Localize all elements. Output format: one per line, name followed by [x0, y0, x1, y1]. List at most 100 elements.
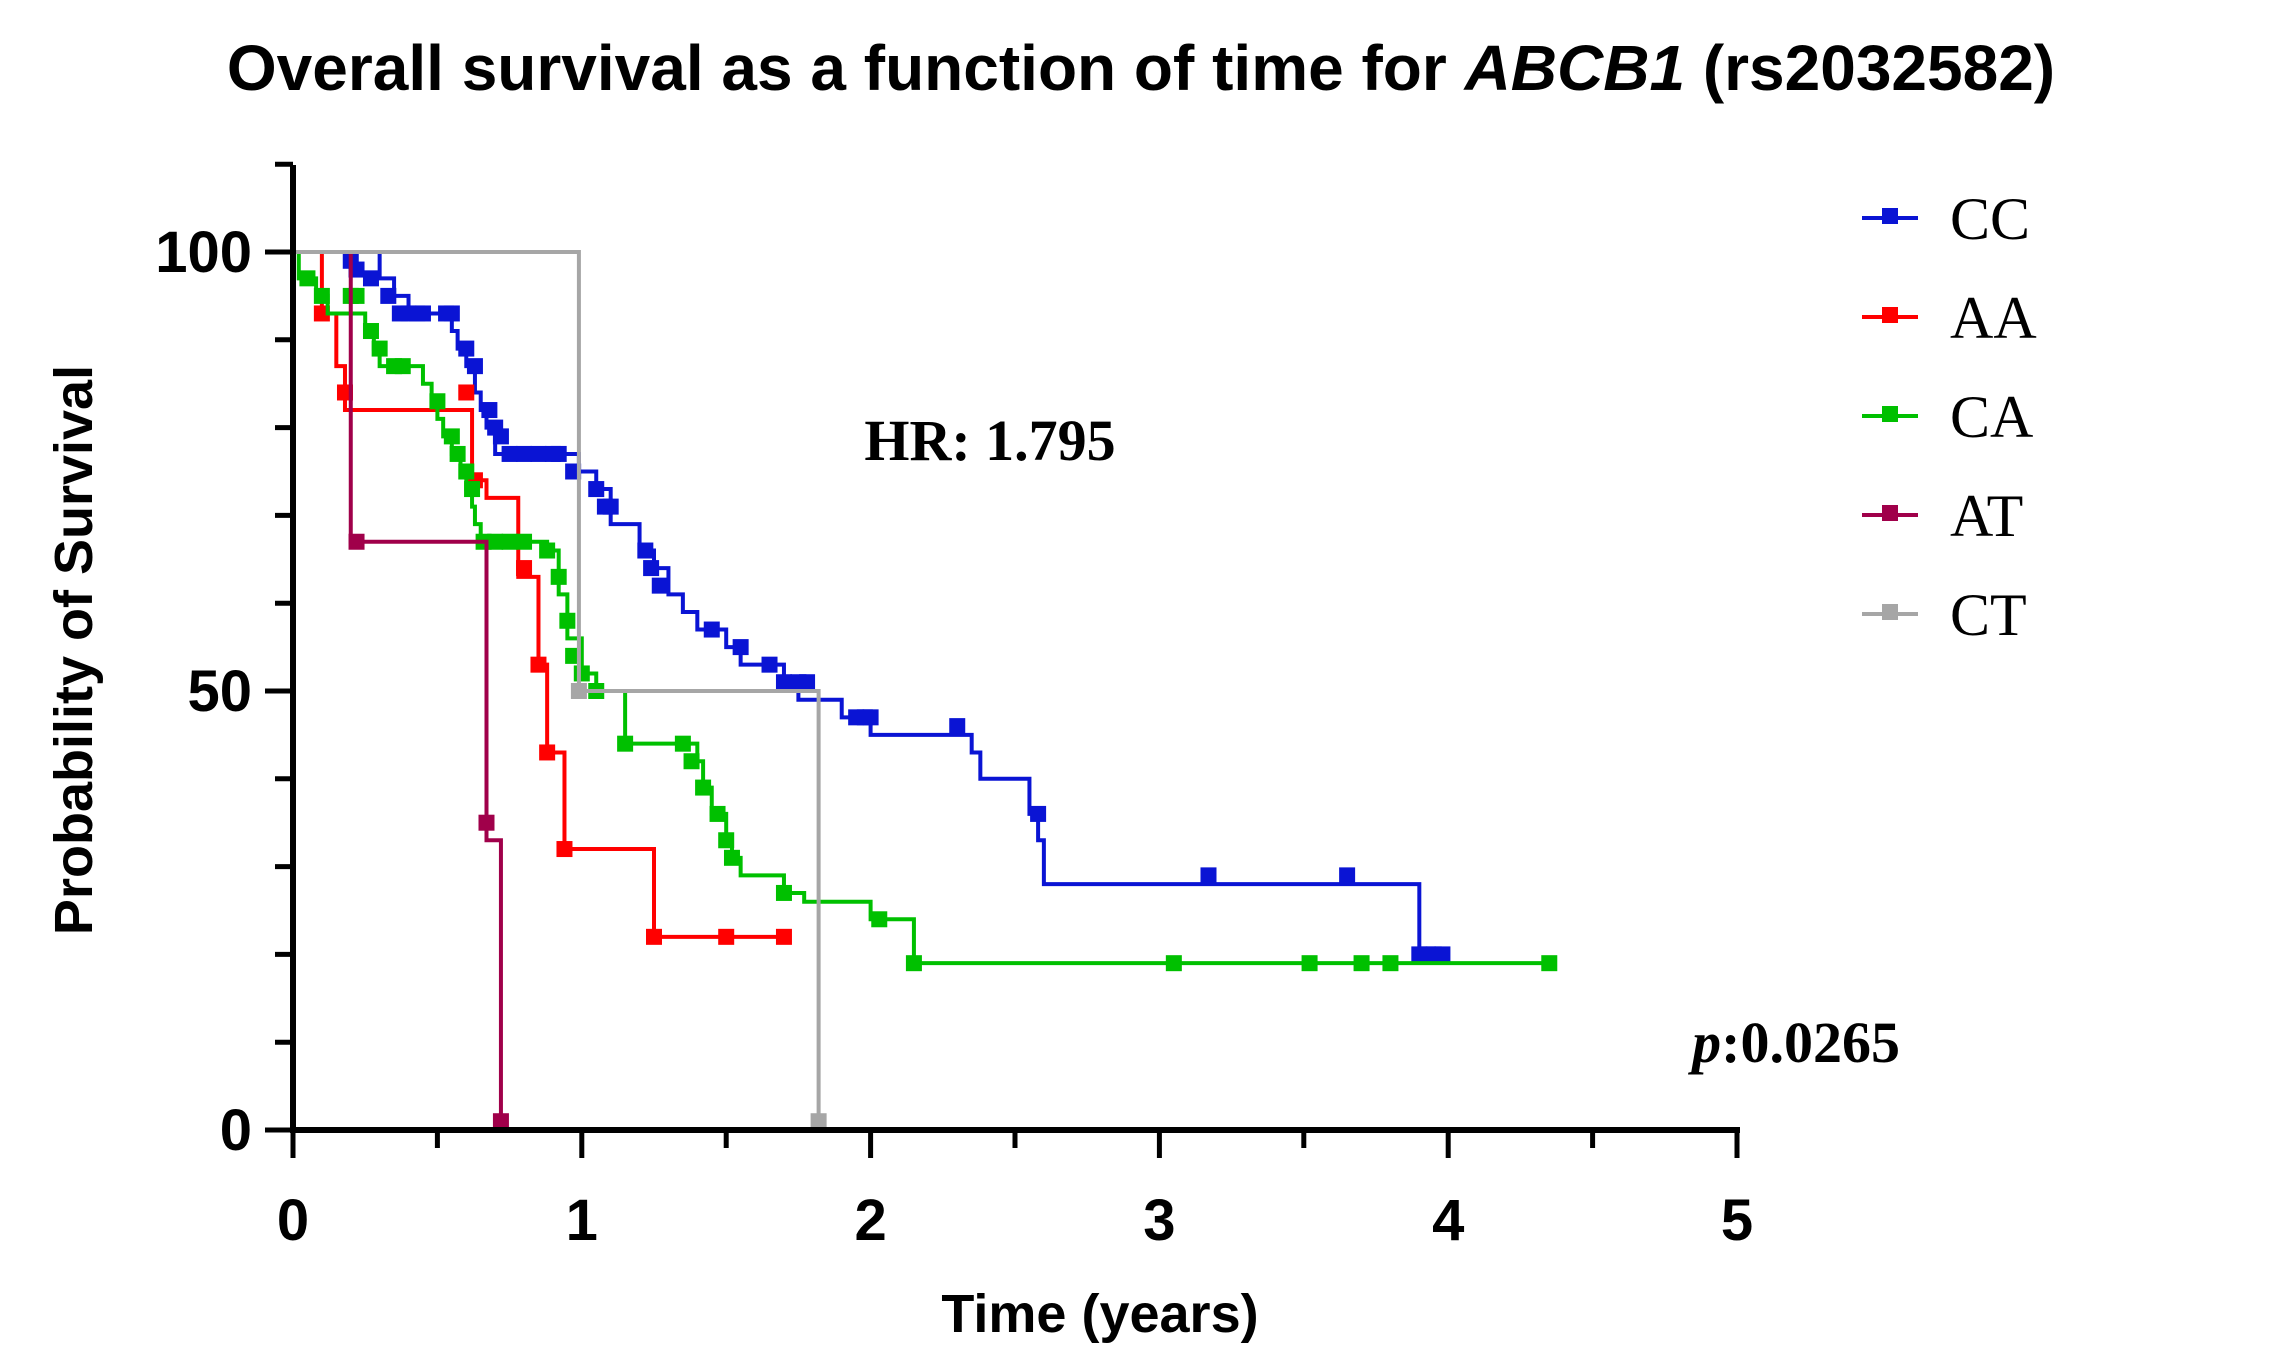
censor-mark-ca: [1541, 955, 1558, 972]
censor-mark-cc: [799, 674, 816, 691]
censor-mark-ca: [371, 340, 388, 357]
censor-mark-ca: [487, 533, 504, 550]
chart-title-prefix: Overall survival as a function of time f…: [227, 32, 1465, 104]
censor-mark-aa: [775, 928, 792, 945]
censor-mark-ca: [709, 805, 726, 822]
censor-mark-ca: [443, 428, 460, 445]
legend-label: CT: [1950, 582, 2027, 648]
censor-mark-cc: [481, 402, 498, 419]
censor-mark-ca: [429, 393, 446, 410]
censor-mark-cc: [602, 498, 619, 515]
censor-mark-cc: [1434, 946, 1451, 963]
censor-mark-ca: [723, 849, 740, 866]
censor-mark-cc: [443, 305, 460, 322]
censor-mark-cc: [466, 358, 483, 375]
censor-mark-ca: [695, 779, 712, 796]
p-value-label: p: [1687, 1010, 1721, 1075]
x-tick-label: 2: [854, 1188, 886, 1253]
censor-mark-aa: [539, 744, 556, 761]
x-tick-label: 3: [1143, 1188, 1175, 1253]
censor-mark-ca: [683, 753, 700, 770]
censor-mark-ca: [501, 533, 518, 550]
x-tick-label: 5: [1721, 1188, 1753, 1253]
censor-mark-cc: [530, 445, 547, 462]
censor-mark-ca: [871, 911, 888, 928]
censor-mark-cc: [732, 639, 749, 656]
chart-title-gene: ABCB1: [1463, 32, 1685, 104]
censor-mark-cc: [516, 445, 533, 462]
censor-mark-ca: [550, 568, 567, 585]
censor-mark-at: [348, 533, 365, 550]
y-axis-label: Probability of Survival: [44, 365, 104, 935]
legend-item-ct: CT: [1862, 582, 2027, 648]
x-tick-label: 4: [1432, 1188, 1464, 1253]
censor-mark-cc: [703, 621, 720, 638]
censor-mark-ca: [394, 358, 411, 375]
censor-mark-ca: [674, 735, 691, 752]
censor-mark-ca: [1353, 955, 1370, 972]
censor-mark-ca: [573, 665, 590, 682]
survival-curve-aa: [293, 250, 784, 939]
plot-area: [293, 250, 1558, 1130]
censor-mark-aa: [458, 384, 475, 401]
series-aa: [293, 250, 792, 945]
hazard-ratio-annotation: HR: 1.795: [864, 408, 1115, 473]
censor-mark-cc: [761, 656, 778, 673]
censor-mark-ct: [570, 683, 587, 699]
censor-mark-ca: [449, 445, 466, 462]
censor-mark-at: [492, 1113, 509, 1130]
censor-mark-cc: [643, 560, 660, 577]
censor-mark-cc: [1339, 867, 1356, 884]
legend-swatch-marker: [1882, 208, 1898, 224]
legend-swatch-marker: [1882, 406, 1898, 422]
censor-mark-ct: [810, 1113, 827, 1130]
survival-curve-cc: [293, 250, 1449, 957]
legend-swatch-marker: [1882, 307, 1898, 323]
censor-mark-ca: [1301, 955, 1318, 972]
censor-mark-ca: [516, 533, 533, 550]
censor-mark-cc: [414, 305, 431, 322]
censor-mark-ca: [1165, 955, 1182, 972]
censor-mark-cc: [550, 445, 567, 462]
censor-mark-cc: [1200, 867, 1217, 884]
censor-mark-aa: [516, 560, 533, 577]
censor-mark-aa: [718, 928, 735, 945]
censor-mark-cc: [637, 542, 654, 559]
p-value-annotation: p:0.0265: [1687, 1010, 1900, 1075]
censor-mark-ca: [559, 612, 576, 629]
chart-title: Overall survival as a function of time f…: [227, 32, 2055, 104]
censor-mark-cc: [1030, 805, 1047, 822]
censor-mark-ca: [458, 463, 475, 480]
censor-mark-at: [478, 814, 495, 831]
censor-mark-ca: [464, 481, 481, 498]
x-axis-label: Time (years): [941, 1284, 1258, 1344]
censor-mark-cc: [651, 577, 668, 594]
series-cc: [293, 250, 1451, 963]
x-tick-label: 1: [566, 1188, 598, 1253]
censor-mark-ca: [718, 832, 735, 849]
censor-mark-ca: [1382, 955, 1399, 972]
survival-curve-ct: [293, 250, 821, 1130]
censor-mark-cc: [501, 445, 518, 462]
censor-mark-cc: [458, 340, 475, 357]
legend-item-aa: AA: [1862, 285, 2037, 351]
p-value-number: :0.0265: [1721, 1010, 1900, 1075]
censor-mark-cc: [862, 709, 879, 726]
censor-mark-aa: [530, 656, 547, 673]
legend-swatch-marker: [1882, 604, 1898, 620]
censor-mark-ca: [539, 542, 556, 559]
y-tick-label: 50: [187, 659, 252, 724]
survival-curve-at: [293, 250, 503, 1130]
legend-label: CC: [1950, 186, 2030, 252]
axes: 0 50 100 0 1 2 3 4 5: [155, 161, 1753, 1253]
censor-mark-ca: [775, 884, 792, 901]
chart-title-suffix: (rs2032582): [1685, 32, 2055, 104]
y-tick-label: 100: [155, 220, 252, 285]
censor-mark-cc: [775, 674, 792, 691]
legend-label: AA: [1950, 285, 2037, 351]
censor-mark-cc: [362, 270, 379, 287]
censor-mark-ca: [313, 287, 330, 304]
legend: CC AA CA AT CT: [1862, 186, 2037, 648]
legend-label: CA: [1950, 384, 2033, 450]
